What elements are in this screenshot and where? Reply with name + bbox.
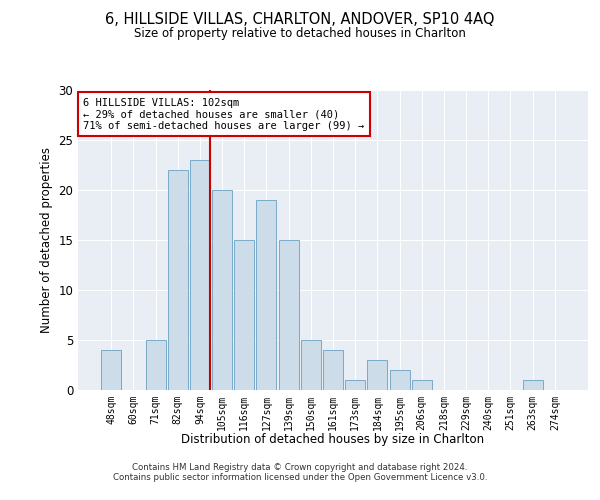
Bar	[412, 380, 432, 390]
Bar	[345, 380, 365, 390]
Bar	[323, 350, 343, 390]
Bar	[212, 190, 232, 390]
Text: Distribution of detached houses by size in Charlton: Distribution of detached houses by size …	[181, 432, 485, 446]
Text: Contains HM Land Registry data © Crown copyright and database right 2024.: Contains HM Land Registry data © Crown c…	[132, 464, 468, 472]
Bar	[389, 370, 410, 390]
Text: 6 HILLSIDE VILLAS: 102sqm
← 29% of detached houses are smaller (40)
71% of semi-: 6 HILLSIDE VILLAS: 102sqm ← 29% of detac…	[83, 98, 364, 130]
Bar	[146, 340, 166, 390]
Bar	[101, 350, 121, 390]
Bar	[523, 380, 542, 390]
Bar	[278, 240, 299, 390]
Bar	[256, 200, 277, 390]
Bar	[190, 160, 210, 390]
Bar	[234, 240, 254, 390]
Text: Size of property relative to detached houses in Charlton: Size of property relative to detached ho…	[134, 28, 466, 40]
Bar	[367, 360, 388, 390]
Bar	[168, 170, 188, 390]
Text: Contains public sector information licensed under the Open Government Licence v3: Contains public sector information licen…	[113, 474, 487, 482]
Bar	[301, 340, 321, 390]
Y-axis label: Number of detached properties: Number of detached properties	[40, 147, 53, 333]
Text: 6, HILLSIDE VILLAS, CHARLTON, ANDOVER, SP10 4AQ: 6, HILLSIDE VILLAS, CHARLTON, ANDOVER, S…	[105, 12, 495, 28]
